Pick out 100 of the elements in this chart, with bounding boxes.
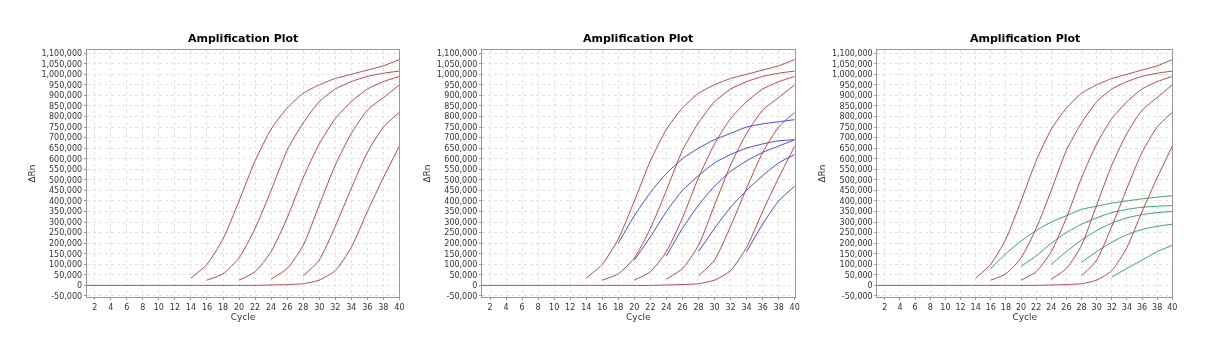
x-tick-label: 22 [645, 302, 656, 312]
y-tick-label: 900,000 [49, 91, 83, 101]
y-tick-label: 400,000 [839, 196, 873, 206]
y-tick-label: 700,000 [839, 133, 873, 143]
x-tick-label: 18 [1000, 302, 1011, 312]
x-tick-label: 28 [693, 302, 704, 312]
y-tick-label: 450,000 [839, 186, 873, 196]
x-tick-label: 40 [1167, 302, 1178, 312]
y-tick-label: 150,000 [49, 249, 83, 259]
y-tick-label: 250,000 [444, 228, 478, 238]
x-tick-label: 26 [1061, 302, 1072, 312]
x-tick-label: 22 [249, 302, 261, 312]
x-tick-label: 20 [233, 302, 245, 312]
y-tick-label: 800,000 [49, 112, 83, 122]
y-tick-label: 250,000 [839, 228, 873, 238]
y-tick-label: 500,000 [839, 175, 873, 185]
y-tick-label: 50,000 [844, 270, 873, 280]
y-tick-label: 950,000 [444, 80, 478, 90]
x-tick-label: 32 [330, 302, 341, 312]
x-tick-label: 12 [955, 302, 966, 312]
y-tick-label: 100,000 [49, 260, 83, 270]
x-tick-label: 26 [677, 302, 688, 312]
x-axis-title: Cycle [230, 311, 256, 322]
chart-title: Amplification Plot [970, 32, 1081, 45]
x-tick-label: 12 [169, 302, 180, 312]
y-tick-label: 200,000 [839, 238, 873, 248]
y-tick-label: 550,000 [839, 165, 873, 175]
x-tick-label: 12 [565, 302, 576, 312]
y-tick-label: 1,000,000 [831, 70, 873, 80]
x-tick-label: 24 [266, 302, 277, 312]
y-tick-label: 200,000 [444, 238, 478, 248]
y-tick-label: 850,000 [444, 101, 478, 111]
y-tick-label: 1,100,000 [41, 48, 83, 58]
y-tick-label: 900,000 [839, 91, 873, 101]
y-tick-label: -50,000 [841, 291, 873, 301]
x-axis-title: Cycle [626, 311, 652, 322]
x-tick-label: 10 [549, 302, 560, 312]
y-tick-label: 50,000 [54, 270, 83, 280]
y-tick-label: 0 [77, 281, 83, 291]
x-tick-label: 20 [629, 302, 640, 312]
y-tick-label: 800,000 [444, 112, 478, 122]
x-tick-label: 18 [217, 302, 229, 312]
x-tick-label: 6 [519, 302, 525, 312]
y-tick-label: 900,000 [444, 91, 478, 101]
y-tick-label: 50,000 [449, 270, 478, 280]
y-tick-label: 500,000 [49, 175, 83, 185]
y-tick-label: 300,000 [839, 217, 873, 227]
x-tick-label: 26 [282, 302, 293, 312]
y-tick-label: 1,000,000 [41, 70, 83, 80]
y-tick-label: 950,000 [839, 80, 873, 90]
x-tick-label: 24 [661, 302, 672, 312]
x-tick-label: 40 [789, 302, 800, 312]
y-tick-label: 650,000 [49, 143, 83, 153]
x-tick-label: 34 [741, 302, 752, 312]
x-tick-label: 40 [394, 302, 405, 312]
x-tick-label: 36 [362, 302, 373, 312]
y-tick-label: 700,000 [49, 133, 83, 143]
y-tick-label: 550,000 [444, 165, 478, 175]
x-tick-label: 36 [757, 302, 768, 312]
y-tick-label: 850,000 [839, 101, 873, 111]
x-tick-label: 16 [985, 302, 996, 312]
y-tick-label: 600,000 [49, 154, 83, 164]
y-tick-label: 650,000 [444, 143, 478, 153]
y-tick-label: 1,050,000 [436, 59, 478, 69]
x-tick-label: 34 [1121, 302, 1133, 312]
y-tick-label: 1,050,000 [831, 59, 873, 69]
x-tick-label: 18 [613, 302, 624, 312]
y-tick-label: 450,000 [49, 186, 83, 196]
x-tick-label: 2 [92, 302, 98, 312]
y-tick-label: 500,000 [444, 175, 478, 185]
x-tick-label: 38 [1152, 302, 1163, 312]
y-tick-label: 750,000 [444, 122, 478, 132]
y-tick-label: -50,000 [51, 291, 83, 301]
x-tick-label: 4 [108, 302, 114, 312]
x-axis-title: Cycle [1012, 311, 1038, 322]
x-tick-label: 8 [535, 302, 541, 312]
y-tick-label: 1,000,000 [436, 70, 478, 80]
y-tick-label: 350,000 [49, 207, 83, 217]
y-tick-label: 650,000 [839, 143, 873, 153]
y-tick-label: -50,000 [446, 291, 478, 301]
y-tick-label: 350,000 [839, 207, 873, 217]
y-tick-label: 100,000 [444, 260, 478, 270]
x-tick-label: 22 [1031, 302, 1042, 312]
x-tick-label: 32 [1106, 302, 1117, 312]
x-tick-label: 14 [970, 302, 981, 312]
y-tick-label: 150,000 [839, 249, 873, 259]
x-tick-label: 6 [124, 302, 130, 312]
y-tick-label: 350,000 [444, 207, 478, 217]
x-tick-label: 38 [378, 302, 389, 312]
y-axis-title: ΔRn [422, 164, 433, 183]
y-tick-label: 800,000 [839, 112, 873, 122]
y-tick-label: 300,000 [444, 217, 478, 227]
x-tick-label: 32 [725, 302, 736, 312]
y-tick-label: 1,050,000 [41, 59, 83, 69]
y-tick-label: 1,100,000 [831, 48, 873, 58]
x-tick-label: 24 [1046, 302, 1057, 312]
y-tick-label: 750,000 [839, 122, 873, 132]
y-tick-label: 100,000 [839, 260, 873, 270]
chart-title: Amplification Plot [583, 32, 694, 45]
y-tick-label: 250,000 [49, 228, 83, 238]
